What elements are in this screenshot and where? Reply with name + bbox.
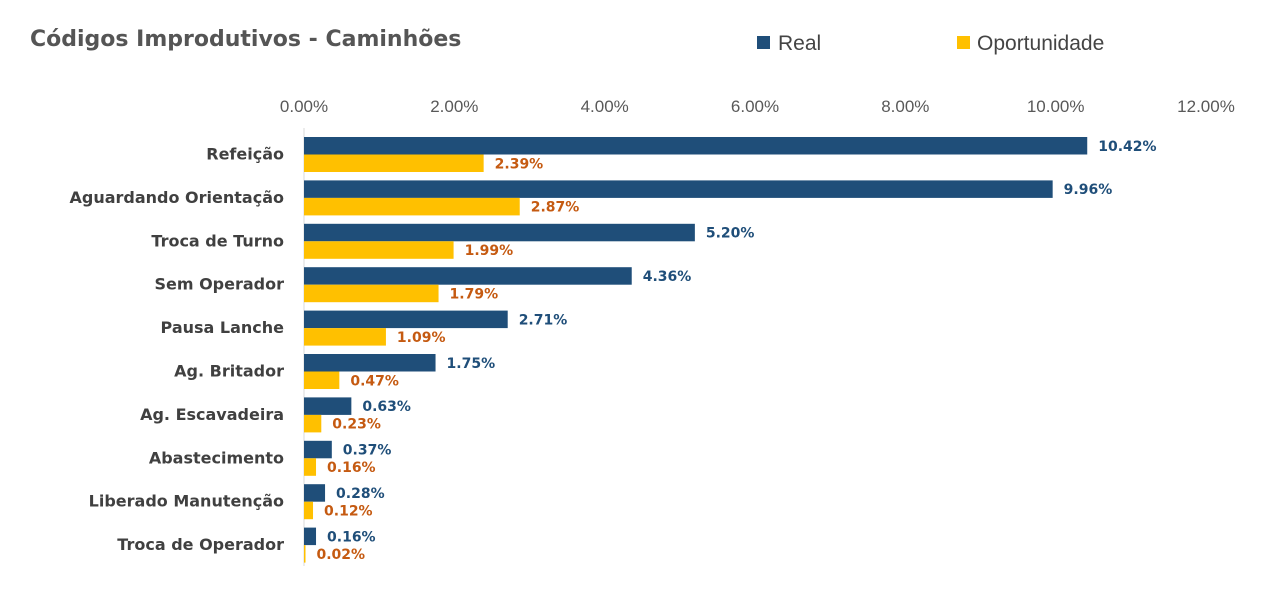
category-label: Troca de Turno <box>151 231 284 250</box>
legend: Real Oportunidade <box>757 32 1104 55</box>
data-label-real: 2.71% <box>519 312 568 328</box>
bar-real <box>304 223 695 242</box>
data-labels: 10.42% 9.96% 5.20% 4.36% 2.71% 1.75% 0.63% 0.37… <box>317 139 1157 563</box>
data-label-oportunidade: 0.47% <box>350 373 399 389</box>
category-labels: Refeição Aguardando Orientação Troca de Tu… <box>69 145 284 555</box>
category-label: Pausa Lanche <box>161 318 285 337</box>
legend-label-real: Real <box>778 32 821 55</box>
legend-swatch-real <box>757 36 770 49</box>
data-label-oportunidade: 1.79% <box>450 286 499 302</box>
data-label-real: 10.42% <box>1098 139 1156 155</box>
x-axis-ticks: 0.00% 2.00% 4.00% 6.00% 8.00% 10.00% 12.00% <box>280 97 1235 116</box>
bar-real <box>304 484 326 502</box>
bars <box>304 137 1088 563</box>
category-label: Troca de Operador <box>117 535 284 554</box>
data-label-real: 0.37% <box>343 443 392 459</box>
data-label-real: 0.28% <box>336 486 385 502</box>
data-label-real: 9.96% <box>1064 182 1113 198</box>
category-label: Aguardando Orientação <box>69 188 284 207</box>
category-label: Abastecimento <box>149 448 284 467</box>
category-label: Sem Operador <box>154 275 284 294</box>
data-label-oportunidade: 0.16% <box>327 460 376 476</box>
bar-real <box>304 267 632 285</box>
x-tick-label: 0.00% <box>280 97 328 116</box>
x-tick-label: 10.00% <box>1027 97 1085 116</box>
bar-real <box>304 137 1088 155</box>
data-label-oportunidade: 0.02% <box>317 547 366 563</box>
x-tick-label: 4.00% <box>581 97 629 116</box>
category-label: Refeição <box>206 145 284 164</box>
bar-real <box>304 397 352 415</box>
legend-swatch-oportunidade <box>957 36 970 49</box>
data-label-oportunidade: 2.87% <box>531 200 580 216</box>
bar-real <box>304 180 1053 198</box>
chart-title: Códigos Improdutivos - Caminhões <box>30 27 461 52</box>
data-label-oportunidade: 0.23% <box>332 417 381 433</box>
x-tick-label: 6.00% <box>731 97 779 116</box>
data-label-oportunidade: 0.12% <box>324 503 373 519</box>
x-tick-label: 12.00% <box>1177 97 1235 116</box>
bar-real <box>304 440 332 459</box>
data-label-oportunidade: 1.09% <box>397 330 446 346</box>
category-label: Ag. Escavadeira <box>140 405 284 424</box>
bar-oportunidade <box>304 545 306 563</box>
bar-oportunidade <box>304 197 520 216</box>
x-tick-label: 8.00% <box>881 97 929 116</box>
bar-oportunidade <box>304 241 454 259</box>
bar-oportunidade <box>304 501 314 520</box>
bar-oportunidade <box>304 371 340 389</box>
data-label-real: 5.20% <box>706 226 755 242</box>
data-label-real: 0.63% <box>362 399 411 415</box>
category-label: Liberado Manutenção <box>89 492 284 511</box>
data-label-real: 0.16% <box>327 529 376 545</box>
legend-label-oportunidade: Oportunidade <box>977 32 1104 55</box>
bar-real <box>304 354 436 372</box>
data-label-real: 1.75% <box>447 356 496 372</box>
category-label: Ag. Britador <box>174 362 284 381</box>
data-label-oportunidade: 1.99% <box>465 243 514 259</box>
bar-real <box>304 527 317 546</box>
bar-oportunidade <box>304 328 386 346</box>
bar-real <box>304 310 508 329</box>
data-label-oportunidade: 2.39% <box>495 156 544 172</box>
x-tick-label: 2.00% <box>430 97 478 116</box>
data-label-real: 4.36% <box>643 269 692 285</box>
bar-oportunidade <box>304 154 484 172</box>
bar-oportunidade <box>304 458 317 476</box>
bar-oportunidade <box>304 414 322 433</box>
bar-oportunidade <box>304 284 439 303</box>
